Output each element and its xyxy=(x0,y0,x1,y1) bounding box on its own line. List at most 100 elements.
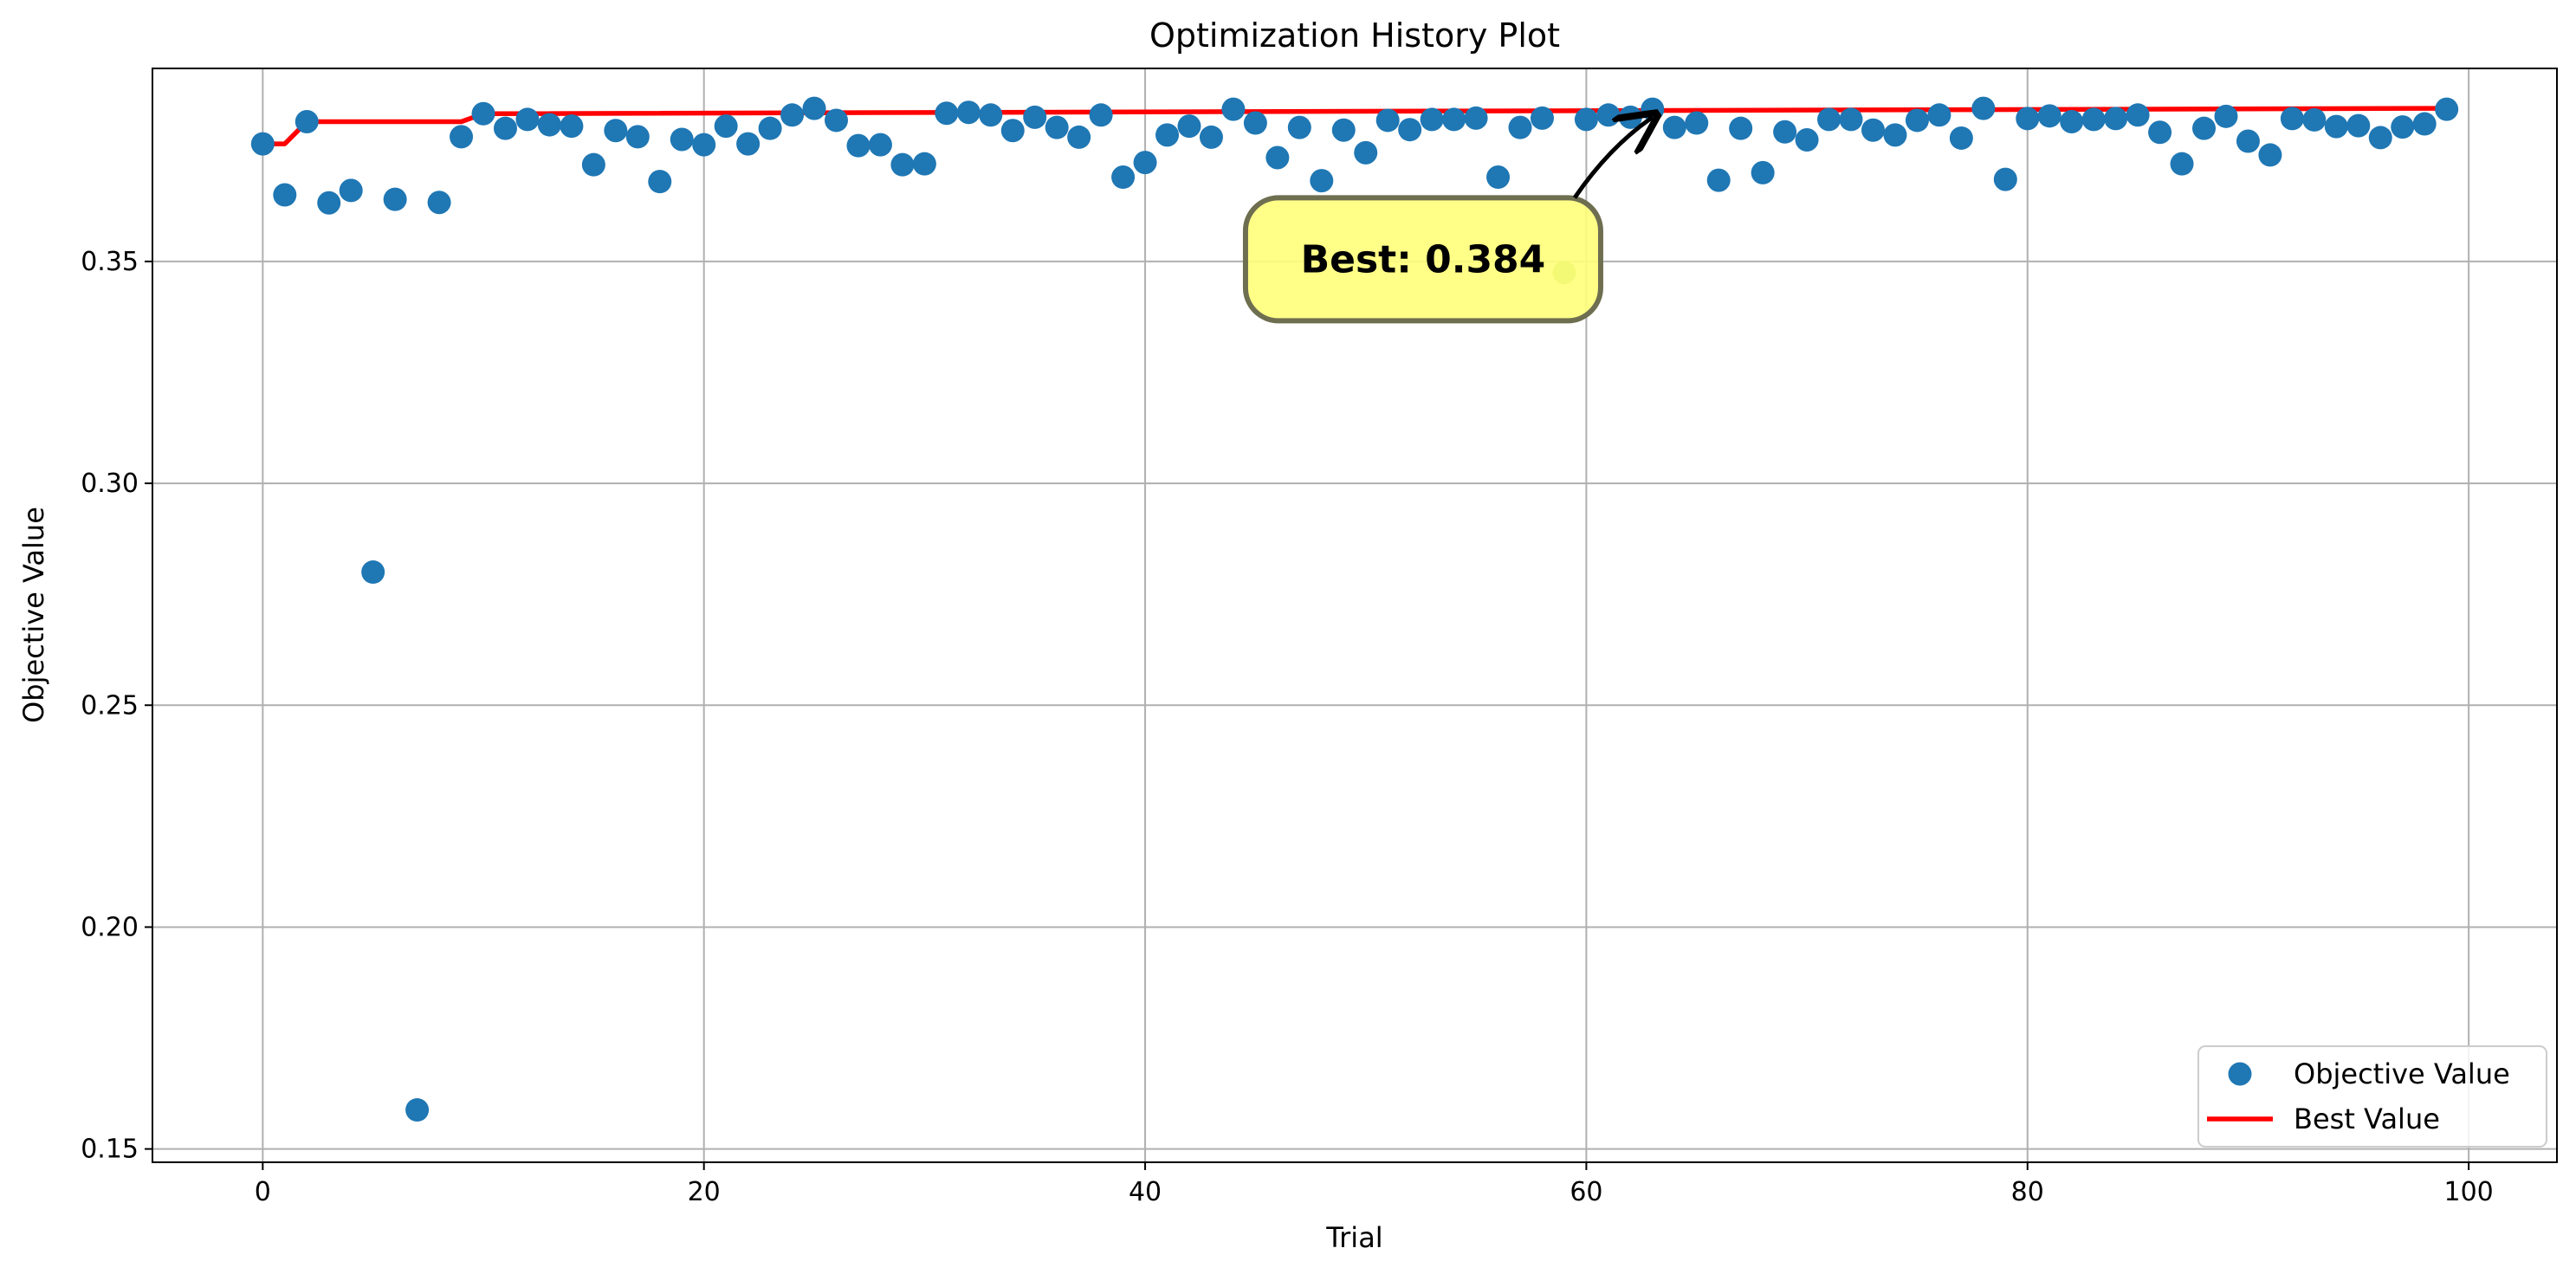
data-point xyxy=(1508,115,1532,139)
data-point xyxy=(1155,123,1180,147)
data-point xyxy=(1574,107,1598,132)
data-point xyxy=(868,133,892,157)
data-point xyxy=(581,152,605,177)
data-point xyxy=(1265,146,1290,170)
x-tick-label: 40 xyxy=(1129,1177,1162,1207)
data-point xyxy=(2037,104,2061,128)
data-point xyxy=(1331,118,1356,142)
x-tick-label: 100 xyxy=(2443,1177,2493,1207)
data-point xyxy=(1398,118,1422,142)
data-point xyxy=(1927,103,1951,127)
data-point xyxy=(294,109,319,133)
x-axis: 0 20 40 60 80 100 xyxy=(255,1162,2494,1207)
data-point xyxy=(1089,103,1113,127)
data-point xyxy=(846,133,871,158)
data-point xyxy=(317,191,341,215)
data-point xyxy=(1751,160,1775,184)
data-point xyxy=(515,107,540,132)
y-tick-label: 0.30 xyxy=(81,469,139,499)
data-point xyxy=(956,100,981,125)
data-point xyxy=(2258,143,2282,167)
data-point xyxy=(1023,105,1047,129)
data-point xyxy=(825,108,849,133)
data-point xyxy=(427,191,451,215)
annotation: Best: 0.384 xyxy=(1242,117,1653,324)
data-point xyxy=(1221,97,1246,121)
data-point xyxy=(648,170,672,194)
data-point xyxy=(670,127,694,152)
data-point xyxy=(1111,165,1136,190)
legend-label-best: Best Value xyxy=(2294,1103,2440,1135)
data-point xyxy=(2412,112,2437,136)
x-axis-label: Trial xyxy=(1325,1221,1382,1254)
data-point xyxy=(1177,114,1201,139)
x-tick-label: 80 xyxy=(2011,1177,2044,1207)
data-point xyxy=(1949,126,1973,150)
data-point xyxy=(2081,107,2106,132)
data-point xyxy=(2435,97,2459,121)
data-point xyxy=(471,101,495,126)
annotation-arrow xyxy=(1572,117,1653,199)
legend-label-objective: Objective Value xyxy=(2294,1057,2510,1090)
chart-title: Optimization History Plot xyxy=(1149,16,1560,55)
data-point xyxy=(1662,115,1686,139)
data-point xyxy=(1596,103,1621,127)
data-point xyxy=(405,1098,430,1122)
y-axis-label: Objective Value xyxy=(17,507,50,723)
data-point xyxy=(2368,126,2392,150)
data-point xyxy=(1354,140,1378,165)
data-point xyxy=(339,178,363,203)
data-point xyxy=(2060,109,2084,133)
data-point xyxy=(2324,114,2348,139)
data-point xyxy=(736,132,761,156)
x-tick-label: 60 xyxy=(1570,1177,1602,1207)
x-tick-label: 20 xyxy=(688,1177,721,1207)
data-point xyxy=(2302,107,2327,132)
data-point xyxy=(273,183,297,207)
data-point xyxy=(714,114,738,139)
data-point xyxy=(1839,107,1863,132)
data-point xyxy=(625,125,650,149)
data-point xyxy=(2391,115,2415,139)
y-tick-label: 0.15 xyxy=(81,1135,139,1165)
data-point xyxy=(780,103,805,127)
data-point xyxy=(2214,104,2238,128)
data-point xyxy=(361,560,385,585)
annotation-box xyxy=(1242,195,1603,324)
data-point xyxy=(604,119,628,143)
plot-frame xyxy=(152,68,2558,1163)
data-point xyxy=(1883,123,1907,147)
y-tick-label: 0.25 xyxy=(81,690,139,721)
y-tick-label: 0.20 xyxy=(81,912,139,942)
data-point xyxy=(1706,168,1731,192)
data-point xyxy=(1133,151,1157,175)
data-point xyxy=(1729,116,1753,140)
data-point xyxy=(2280,107,2304,131)
data-point xyxy=(2104,107,2128,131)
y-axis: 0.15 0.20 0.25 0.30 0.35 xyxy=(81,247,152,1165)
data-point xyxy=(450,125,474,149)
y-tick-label: 0.35 xyxy=(81,247,139,277)
data-point xyxy=(1795,127,1819,152)
data-point xyxy=(1067,125,1091,149)
legend-box xyxy=(2197,1045,2547,1148)
data-point xyxy=(1287,115,1311,139)
data-point xyxy=(2148,120,2172,145)
data-point xyxy=(1310,169,1334,193)
x-tick-label: 0 xyxy=(255,1177,271,1207)
data-point xyxy=(2126,103,2150,127)
data-point xyxy=(1817,107,1841,132)
data-point xyxy=(493,116,517,140)
legend: Objective Value Best Value xyxy=(2197,1045,2547,1148)
data-point xyxy=(250,132,275,156)
data-point xyxy=(2346,113,2371,138)
data-point xyxy=(1045,115,1069,139)
data-point xyxy=(979,103,1003,127)
data-point xyxy=(1420,107,1444,132)
data-point xyxy=(1993,167,2017,191)
grid-lines xyxy=(152,68,2557,1162)
data-point xyxy=(560,114,584,139)
data-point xyxy=(2170,152,2194,176)
